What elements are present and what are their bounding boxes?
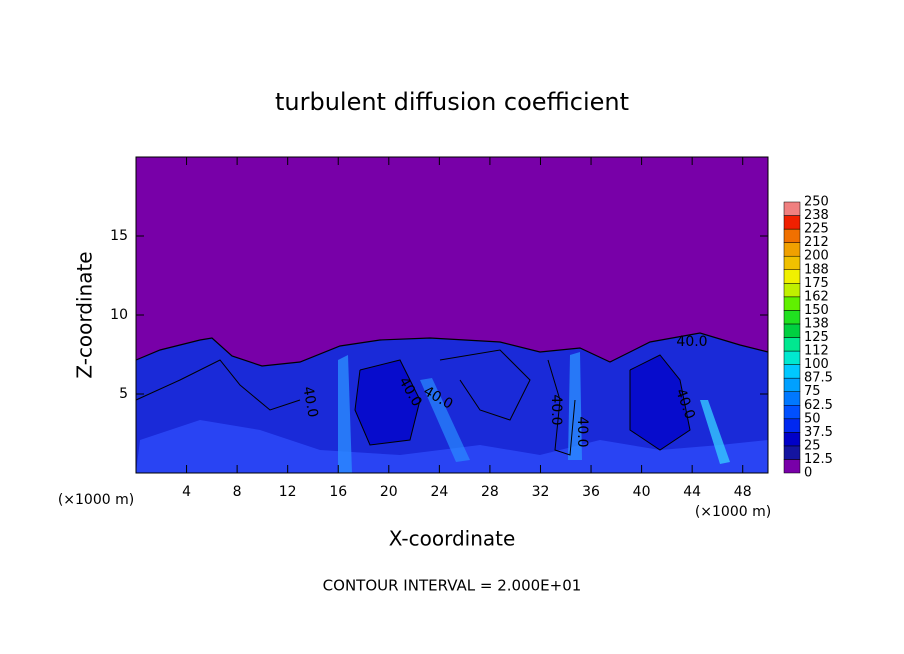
- colorbar-box: [783, 405, 801, 420]
- colorbar-label: 0: [804, 466, 812, 481]
- colorbar-box: [783, 201, 801, 216]
- colorbar-label: 200: [804, 249, 829, 264]
- colorbar-label: 150: [804, 303, 829, 318]
- colorbar-label: 50: [804, 411, 821, 426]
- colorbar-label: 87.5: [804, 371, 833, 386]
- colorbar-label: 175: [804, 276, 829, 291]
- contour-label: 40.0: [548, 394, 564, 425]
- colorbar-label: 125: [804, 330, 829, 345]
- colorbar-box: [783, 323, 801, 338]
- colorbar-label: 212: [804, 235, 829, 250]
- field-streak: [338, 355, 352, 473]
- x-tick-label: 28: [481, 484, 499, 500]
- colorbar-box: [783, 459, 801, 474]
- x-tick-label: 32: [532, 484, 550, 500]
- colorbar-box: [783, 215, 801, 230]
- field-core: [630, 355, 690, 450]
- colorbar-box: [783, 269, 801, 284]
- x-tick-label: 16: [329, 484, 347, 500]
- contour-line: [629, 354, 691, 451]
- colorbar-label: 112: [804, 344, 829, 359]
- colorbar-label: 138: [804, 316, 829, 331]
- field: [135, 157, 769, 473]
- colorbar-label: 250: [804, 195, 829, 210]
- colorbar-box: [783, 310, 801, 325]
- colorbar-box: [783, 296, 801, 311]
- colorbar-box: [783, 255, 801, 271]
- field-core: [355, 360, 420, 445]
- colorbar-box: [783, 418, 801, 433]
- colorbar-box: [783, 228, 801, 243]
- contour-line: [547, 359, 576, 456]
- contour-line: [439, 349, 531, 421]
- colorbar-label: 188: [804, 262, 829, 277]
- colorbar-box: [783, 364, 801, 379]
- x-tick-label: 40: [633, 484, 651, 500]
- x-tick-label: 24: [430, 484, 448, 500]
- x-tick-label: 44: [683, 484, 701, 500]
- colorbar-box: [783, 445, 801, 460]
- colorbar-label: 238: [804, 208, 829, 223]
- y-axis-label: Z-coordinate: [73, 251, 97, 378]
- colorbar-label: 37.5: [804, 425, 833, 440]
- colorbar-label: 162: [804, 289, 829, 304]
- colorbar-box: [783, 377, 801, 392]
- footnote: CONTOUR INTERVAL = 2.000E+01: [323, 577, 582, 595]
- colorbar-label: 100: [804, 357, 829, 372]
- field-turbulent-layer: [136, 333, 768, 473]
- contour-label: 40.0: [574, 416, 590, 447]
- field-streak: [700, 400, 730, 464]
- chart-title: turbulent diffusion coefficient: [275, 88, 629, 116]
- x-unit: (×1000 m): [695, 504, 771, 520]
- contour-line: [135, 332, 769, 367]
- colorbar-box: [783, 432, 801, 447]
- colorbar-label: 225: [804, 222, 829, 237]
- x-tick-label: 12: [279, 484, 297, 500]
- x-tick-label: 20: [380, 484, 398, 500]
- x-tick-label: 4: [182, 484, 191, 500]
- contour-line: [135, 359, 301, 411]
- colorbar-box: [783, 350, 801, 365]
- contour-label: 40.0: [299, 385, 320, 418]
- x-axis-label: X-coordinate: [389, 527, 516, 551]
- x-tick-label: 36: [582, 484, 600, 500]
- x-tick-label: 8: [233, 484, 242, 500]
- y-tick-label: 5: [119, 386, 128, 402]
- colorbar-label: 12.5: [804, 452, 833, 467]
- field-streak: [136, 420, 768, 473]
- y-unit: (×1000 m): [58, 492, 134, 508]
- colorbar-label: 75: [804, 384, 821, 399]
- field-streak: [420, 378, 470, 462]
- colorbar-box: [783, 337, 801, 352]
- colorbar-box: [783, 391, 801, 406]
- y-tick-label: 10: [110, 307, 128, 323]
- colorbar-box: [783, 283, 801, 298]
- y-tick-label: 15: [110, 228, 128, 244]
- colorbar-label: 62.5: [804, 398, 833, 413]
- colorbar-box: [783, 242, 801, 257]
- colorbar-label: 25: [804, 438, 821, 453]
- contour-line: [354, 359, 421, 446]
- x-tick-label: 48: [734, 484, 752, 500]
- contour-label: 40.0: [676, 334, 707, 350]
